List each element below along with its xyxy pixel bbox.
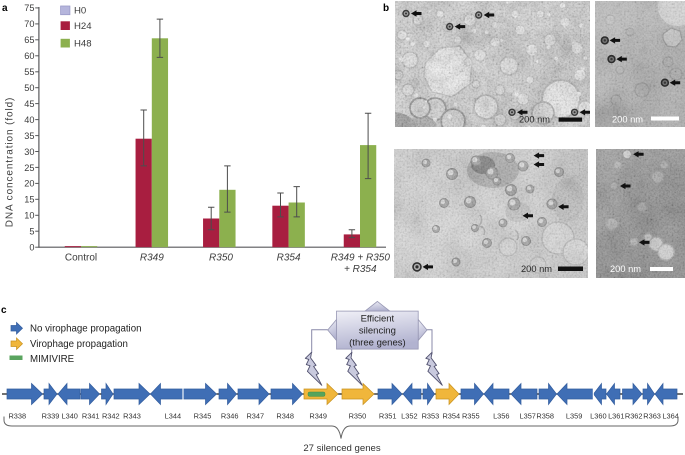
svg-text:25: 25 [24,163,34,173]
svg-text:200 nm: 200 nm [612,115,643,125]
svg-text:R343: R343 [123,411,141,420]
svg-text:DNA concentration (fold): DNA concentration (fold) [5,97,16,228]
svg-text:200 nm: 200 nm [610,264,641,274]
svg-text:L340: L340 [61,411,77,420]
svg-text:L352: L352 [401,411,417,420]
svg-text:silencing: silencing [359,326,396,337]
svg-text:55: 55 [24,67,34,77]
svg-text:MIMIVIRE: MIMIVIRE [30,354,75,365]
svg-text:75: 75 [24,3,34,13]
svg-text:R349: R349 [140,253,164,264]
svg-text:R338: R338 [8,411,26,420]
svg-text:L360: L360 [590,411,606,420]
svg-text:R349 + R350: R349 + R350 [331,253,391,264]
svg-text:R355: R355 [462,411,480,420]
svg-text:70: 70 [24,19,34,29]
svg-text:b: b [383,3,389,14]
svg-text:R363: R363 [643,411,661,420]
svg-text:H0: H0 [74,6,86,17]
svg-text:30: 30 [24,147,34,157]
svg-text:65: 65 [24,35,34,45]
svg-text:+ R354: + R354 [344,264,377,275]
svg-text:H48: H48 [74,39,92,50]
svg-text:a: a [2,3,8,14]
svg-text:35: 35 [24,131,34,141]
svg-text:10: 10 [24,211,34,221]
svg-text:Efficient: Efficient [361,314,395,325]
svg-text:R347: R347 [246,411,264,420]
svg-text:L364: L364 [662,411,678,420]
svg-text:R351: R351 [379,411,397,420]
svg-text:0: 0 [29,243,34,253]
svg-text:R346: R346 [221,411,239,420]
svg-text:R358: R358 [536,411,554,420]
svg-text:R342: R342 [102,411,120,420]
svg-text:H24: H24 [74,21,92,32]
svg-text:15: 15 [24,195,34,205]
svg-text:R339: R339 [42,411,60,420]
svg-text:60: 60 [24,51,34,61]
svg-text:40: 40 [24,115,34,125]
svg-text:R353: R353 [422,411,440,420]
svg-text:Control: Control [65,253,97,264]
svg-text:R362: R362 [625,411,643,420]
svg-text:c: c [1,305,7,316]
svg-text:L361: L361 [608,411,624,420]
svg-text:L357: L357 [519,411,535,420]
svg-text:200 nm: 200 nm [521,264,552,274]
svg-text:Virophage propagation: Virophage propagation [30,339,128,350]
svg-text:R354: R354 [277,253,301,264]
svg-text:45: 45 [24,99,34,109]
svg-text:R349: R349 [309,411,327,420]
svg-text:200 nm: 200 nm [519,115,550,125]
svg-text:50: 50 [24,83,34,93]
svg-text:R341: R341 [82,411,100,420]
svg-text:L359: L359 [566,411,582,420]
svg-text:(three genes): (three genes) [349,338,406,349]
svg-text:27 silenced genes: 27 silenced genes [303,443,381,454]
svg-text:R354: R354 [442,411,460,420]
svg-text:5: 5 [29,227,34,237]
svg-text:R348: R348 [276,411,294,420]
svg-text:L356: L356 [493,411,509,420]
svg-text:20: 20 [24,179,34,189]
svg-text:R350: R350 [349,411,367,420]
svg-text:No virophage propagation: No virophage propagation [30,323,142,334]
svg-text:R350: R350 [209,253,233,264]
svg-text:L344: L344 [165,411,181,420]
svg-text:R345: R345 [194,411,212,420]
